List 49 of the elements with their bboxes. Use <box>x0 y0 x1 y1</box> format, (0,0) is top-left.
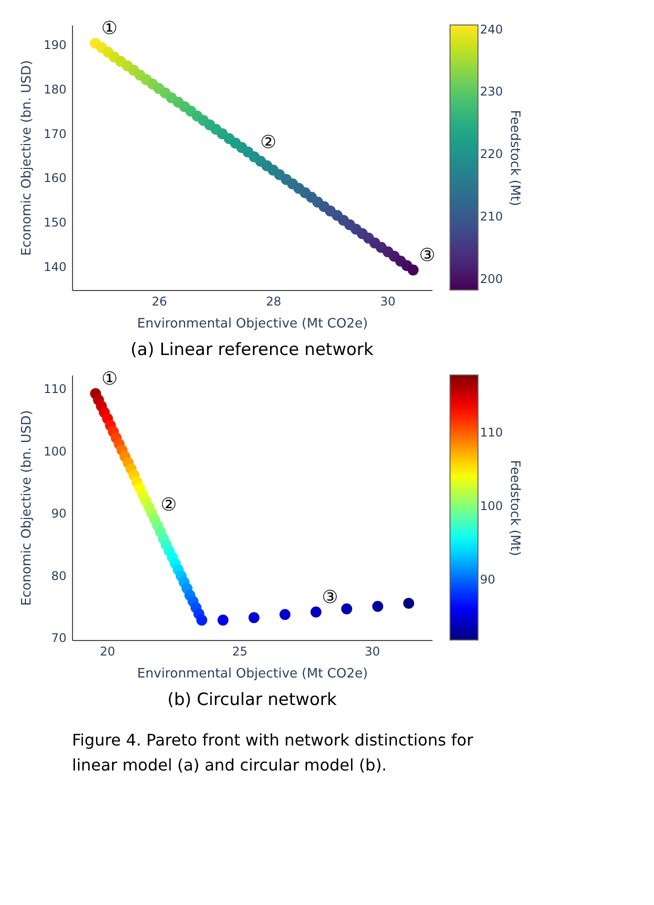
x-axis-title: Environmental Objective (Mt CO2e) <box>137 666 368 682</box>
x-tick-label: 30 <box>380 294 396 308</box>
color-bar-title: Feedstock (Mt) <box>507 460 522 556</box>
caption: Figure 4. Pareto front with network distinctions for linear model (a) and circular model (b). <box>72 730 474 774</box>
color-bar-label: 90 <box>480 572 496 587</box>
annotation: ③ <box>322 587 338 608</box>
y-tick-label: 150 <box>44 216 66 230</box>
color-bar-label: 110 <box>480 425 503 440</box>
point <box>196 614 208 626</box>
point <box>280 609 290 620</box>
point <box>372 600 384 612</box>
y-tick-label: 110 <box>44 382 66 396</box>
y-tick-label: 90 <box>51 506 66 521</box>
color-bar-label: 220 <box>480 147 503 162</box>
color-bar-label: 240 <box>480 22 503 36</box>
y-axis-title: Economic Objective (bn. USD) <box>20 410 35 606</box>
color-bar-label: 200 <box>480 272 503 286</box>
x-axis-title: Environmental Objective (Mt CO2e) <box>137 316 368 332</box>
y-tick-label: 180 <box>44 82 66 96</box>
point <box>403 598 414 609</box>
point <box>310 606 322 618</box>
y-axis-title: Economic Objective (bn. USD) <box>20 60 35 256</box>
x-tick-label: 25 <box>232 644 248 658</box>
color-bar-title: Feedstock (Mt) <box>507 110 522 206</box>
point <box>248 612 260 624</box>
annotation: ① <box>102 368 118 390</box>
annotation: ③ <box>419 245 436 266</box>
y-tick-label: 170 <box>44 126 66 141</box>
point <box>218 614 228 626</box>
color-bar-label: 210 <box>480 209 503 224</box>
text: (a) Linear reference network <box>130 340 374 360</box>
annotation: ② <box>160 494 177 516</box>
y-tick-label: 70 <box>51 631 66 646</box>
text: (b) Circular network <box>167 690 337 710</box>
x-tick-label: 30 <box>364 644 380 658</box>
y-tick-label: 190 <box>44 38 66 52</box>
point <box>408 264 419 276</box>
x-tick-label: 20 <box>100 644 116 658</box>
y-tick-label: 160 <box>44 171 66 186</box>
y-tick-label: 140 <box>44 260 66 274</box>
point <box>341 603 352 614</box>
color-bar-label: 100 <box>480 499 503 514</box>
y-tick-label: 100 <box>44 444 66 458</box>
x-tick-label: 28 <box>266 294 282 308</box>
y-tick-label: 80 <box>51 568 66 583</box>
annotation: ② <box>260 132 276 153</box>
x-tick-label: 26 <box>152 294 167 308</box>
annotation: ① <box>101 18 118 40</box>
color-bar-label: 230 <box>480 84 503 99</box>
